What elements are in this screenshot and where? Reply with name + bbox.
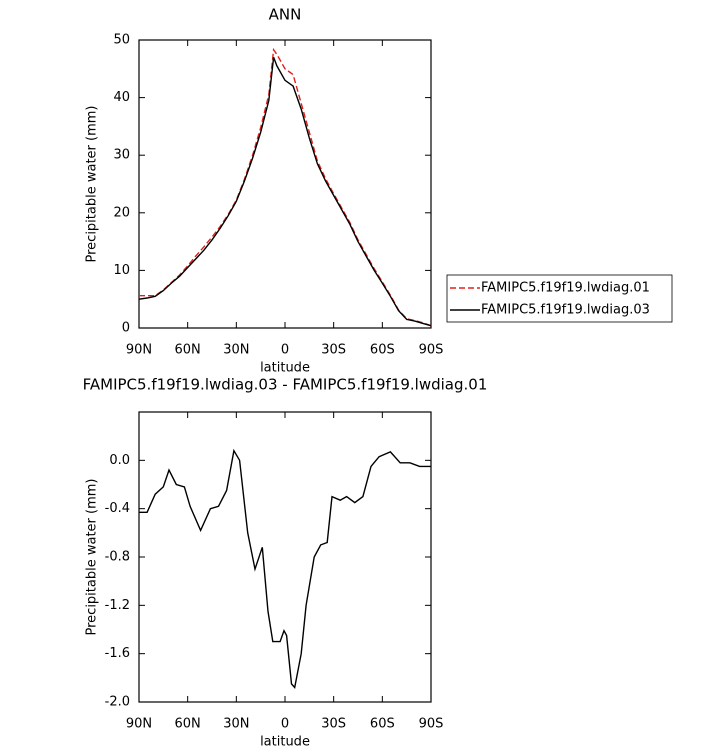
x-tick-label: 90N <box>126 717 152 732</box>
x-axis-label: latitude <box>260 735 310 750</box>
y-tick-label: -0.4 <box>105 501 130 516</box>
x-tick-label: 60N <box>175 343 201 358</box>
x-tick-label: 90S <box>419 717 444 732</box>
data-line <box>139 448 431 690</box>
data-line <box>139 47 432 327</box>
legend-label: FAMIPC5.f19f19.lwdiag.01 <box>481 281 650 296</box>
x-tick-label: 30S <box>321 717 346 732</box>
y-axis-label: Precipitable water (mm) <box>85 479 100 636</box>
legend-box <box>446 274 673 323</box>
y-tick-label: 20 <box>113 205 130 220</box>
y-tick-label: 40 <box>113 90 130 105</box>
x-tick-label: 60S <box>370 717 395 732</box>
x-axis-label: latitude <box>260 361 310 376</box>
data-line <box>138 57 432 327</box>
y-tick-label: -0.8 <box>105 550 130 565</box>
x-tick-label: 0 <box>281 343 289 358</box>
legend-label: FAMIPC5.f19f19.lwdiag.03 <box>481 303 650 318</box>
y-tick-label: 30 <box>113 148 130 163</box>
y-axis-label: Precipitable water (mm) <box>85 106 100 263</box>
y-tick-label: 0.0 <box>109 453 130 468</box>
y-tick-label: 0 <box>122 321 130 336</box>
y-tick-label: 10 <box>113 263 130 278</box>
chart-title: ANN <box>269 6 302 24</box>
x-tick-label: 60S <box>370 343 395 358</box>
plot-frame <box>138 39 432 329</box>
x-tick-label: 90N <box>126 343 152 358</box>
x-tick-label: 30N <box>223 343 249 358</box>
x-tick-label: 60N <box>175 717 201 732</box>
plot-frame <box>138 411 432 703</box>
x-tick-label: 0 <box>281 717 289 732</box>
x-tick-label: 30S <box>321 343 346 358</box>
x-tick-label: 30N <box>223 717 249 732</box>
y-tick-label: -1.2 <box>105 598 130 613</box>
y-tick-label: -2.0 <box>105 695 130 710</box>
y-tick-label: 50 <box>113 33 130 48</box>
x-tick-label: 90S <box>419 343 444 358</box>
y-tick-label: -1.6 <box>105 646 130 661</box>
chart-title: FAMIPC5.f19f19.lwdiag.03 - FAMIPC5.f19f1… <box>83 376 488 394</box>
